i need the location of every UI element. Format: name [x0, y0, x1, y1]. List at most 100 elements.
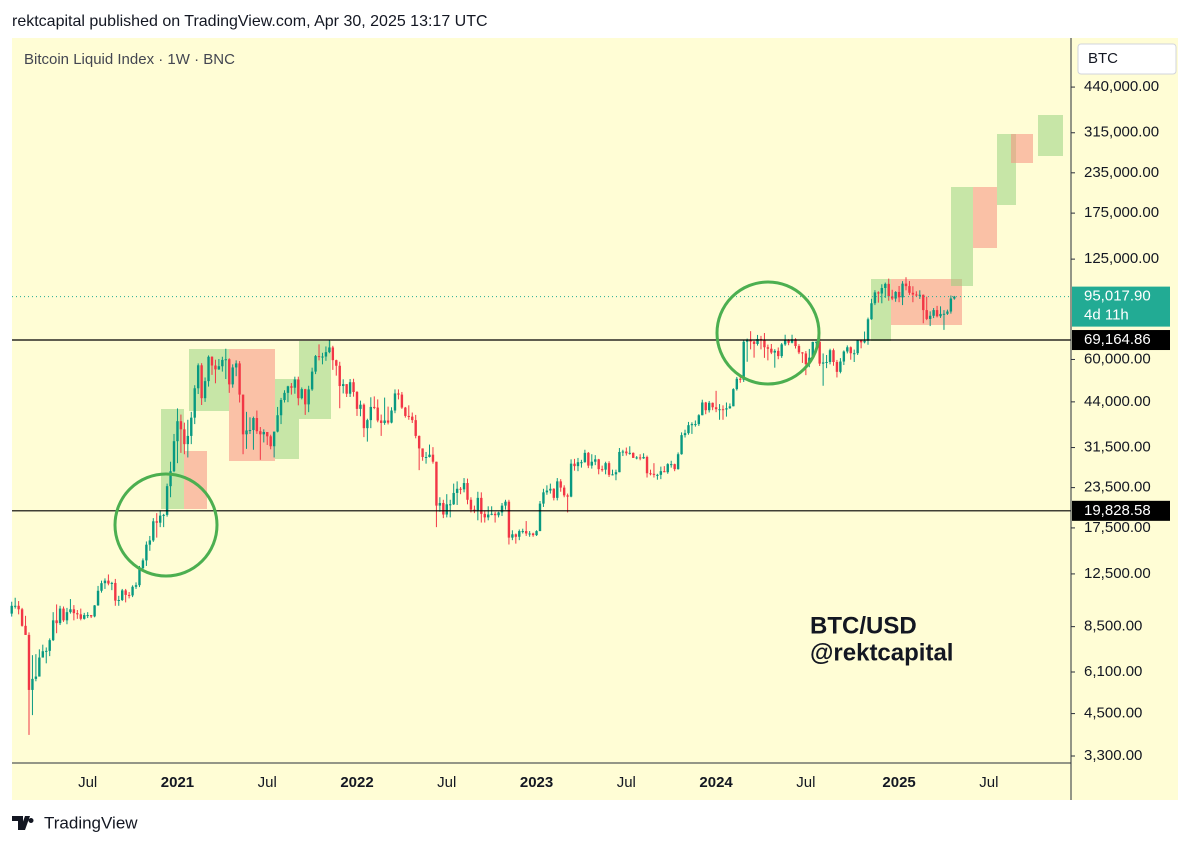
candle-body [58, 608, 62, 624]
candle-body [801, 352, 804, 354]
candle-body [234, 363, 238, 368]
candle-body [272, 431, 276, 447]
candle-body [652, 473, 656, 475]
level-label: 69,164.86 [1084, 331, 1151, 348]
candle-body [72, 609, 76, 614]
candle-body [821, 362, 825, 364]
candle-body [179, 421, 183, 430]
candle-body [200, 365, 203, 399]
candle-body [69, 609, 72, 613]
level-label: 19,828.58 [1084, 502, 1151, 519]
candle-body [635, 457, 638, 459]
candle-body [169, 471, 172, 487]
candle-body [455, 488, 459, 493]
candle-body [348, 382, 352, 394]
candle-body [773, 350, 776, 353]
candle-body [469, 499, 473, 510]
candle-body [352, 382, 355, 392]
candle-body [224, 359, 227, 361]
candle-body [521, 531, 524, 533]
candle-body [739, 378, 742, 380]
y-tick-label: 4,500.00 [1084, 705, 1142, 722]
candle-body [487, 514, 490, 518]
candle-body [100, 583, 103, 591]
candle-body [141, 560, 145, 569]
candle-body [89, 615, 93, 617]
candles [10, 277, 1071, 735]
candle-body [376, 407, 379, 421]
candle-body [428, 454, 431, 457]
candle-body [949, 298, 953, 312]
candle-body [884, 283, 887, 288]
candle-body [176, 421, 179, 442]
candle-body [217, 366, 221, 370]
candle-body [656, 474, 659, 476]
candle-body [304, 389, 307, 405]
candle-body [96, 590, 100, 606]
candle-body [721, 409, 725, 411]
countdown-label: 4d 11h [1084, 307, 1129, 324]
candle-body [255, 418, 259, 432]
candle-body [638, 457, 642, 459]
candle-body [76, 613, 79, 615]
candle-body [928, 315, 932, 319]
last-price-label: 95,017.90 [1084, 288, 1151, 305]
candle-body [632, 452, 635, 458]
candle-body [186, 435, 190, 445]
candle-body [770, 348, 773, 353]
symbol-box [1077, 43, 1177, 75]
candle-body [915, 294, 918, 296]
candle-body [866, 319, 870, 341]
candle-body [252, 418, 255, 431]
candle-body [193, 388, 196, 418]
y-tick-label: 60,000.00 [1084, 350, 1151, 367]
candle-body [939, 313, 942, 317]
candle-body [121, 590, 124, 600]
candle-body [231, 367, 234, 385]
candle-body [48, 640, 51, 651]
candle-body [297, 379, 300, 399]
candle-body [787, 339, 790, 343]
candle-body [925, 310, 928, 319]
candle-body [127, 594, 131, 596]
x-tick-label: 2022 [340, 774, 373, 791]
zone-red [973, 187, 997, 248]
candle-body [663, 471, 666, 473]
candle-body [752, 341, 756, 344]
candle-body [442, 502, 445, 515]
candle-body [683, 433, 687, 436]
candle-body [649, 473, 652, 475]
candle-body [404, 407, 407, 416]
candle-body [286, 386, 290, 393]
x-tick-label: Jul [796, 774, 815, 791]
candle-body [569, 463, 573, 497]
candle-body [908, 286, 911, 293]
highlight-circle [715, 280, 821, 386]
candle-body [604, 463, 607, 470]
candle-body [790, 339, 794, 343]
candle-body [373, 406, 376, 408]
candle-body [51, 620, 55, 641]
candle-body [438, 502, 442, 506]
candle-body [411, 416, 414, 421]
candle-body [562, 487, 566, 496]
candle-body [162, 514, 165, 516]
candle-body [269, 436, 272, 447]
candle-body [279, 400, 283, 416]
candle-body [466, 483, 469, 500]
candle-body [659, 471, 663, 475]
symbol: BTC [1088, 50, 1118, 67]
candle-body [580, 462, 583, 464]
candle-body [797, 346, 801, 353]
candle-body [514, 534, 518, 537]
candle-body [922, 294, 925, 311]
candle-body [566, 495, 569, 497]
candle-body [196, 365, 200, 389]
y-tick-label: 175,000.00 [1084, 204, 1159, 221]
candle-body [145, 544, 148, 561]
x-tick-label: Jul [617, 774, 636, 791]
candle-body [369, 406, 373, 421]
candle-body [338, 365, 341, 387]
